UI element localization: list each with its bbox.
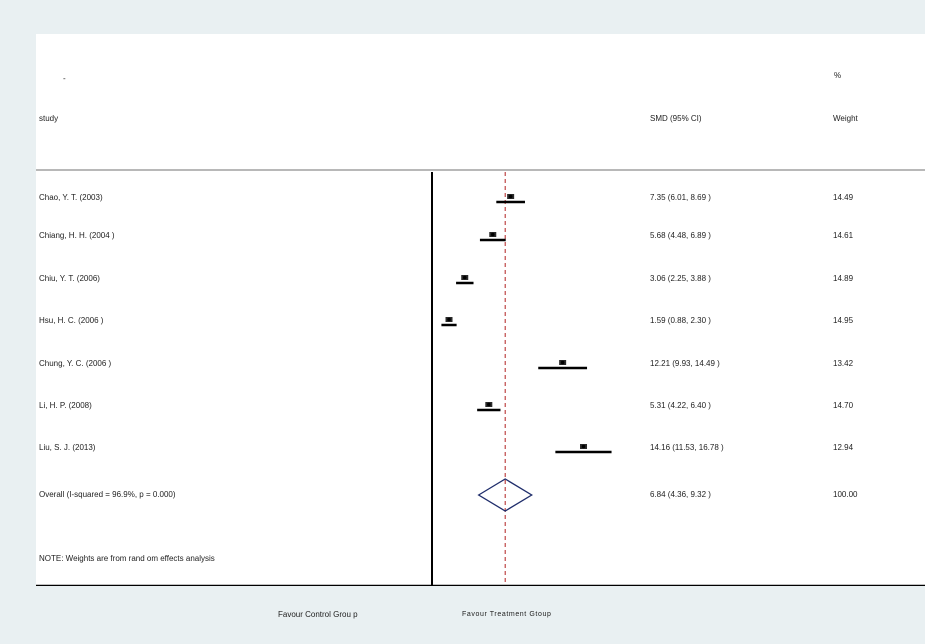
header-dash: - bbox=[63, 74, 66, 83]
forest-plot-panel: -20-15-10-505101520 - study SMD (95% CI)… bbox=[36, 34, 925, 586]
overall-ci-text: 6.84 (4.36, 9.32 ) bbox=[650, 490, 711, 499]
overall-weight: 100.00 bbox=[833, 490, 858, 499]
header-effect: SMD (95% CI) bbox=[650, 114, 702, 123]
study-ci-text: 1.59 (0.88, 2.30 ) bbox=[650, 316, 711, 325]
header-study: study bbox=[39, 114, 59, 123]
study-point bbox=[581, 444, 586, 449]
study-point bbox=[487, 402, 491, 407]
overall-diamond bbox=[477, 478, 533, 512]
study-ci-text: 12.21 (9.93, 14.49 ) bbox=[650, 359, 720, 368]
study-name: Chao, Y. T. (2003) bbox=[39, 193, 103, 202]
study-weight: 14.49 bbox=[833, 193, 854, 202]
study-ci-text: 14.16 (11.53, 16.78 ) bbox=[650, 443, 724, 452]
study-name: Chiang, H. H. (2004 ) bbox=[39, 231, 115, 240]
study-weight: 14.89 bbox=[833, 274, 854, 283]
overall-label: Overall (I-squared = 96.9%, p = 0.000) bbox=[39, 490, 176, 499]
study-weight: 14.61 bbox=[833, 231, 854, 240]
header-weight: Weight bbox=[833, 114, 858, 123]
footnote: NOTE: Weights are from rand om effects a… bbox=[39, 554, 215, 563]
study-point bbox=[560, 360, 565, 365]
study-weight: 14.95 bbox=[833, 316, 854, 325]
axis-left-label: Favour Control Grou p bbox=[278, 610, 358, 619]
study-name: Li, H. P. (2008) bbox=[39, 401, 92, 410]
study-ci-text: 5.68 (4.48, 6.89 ) bbox=[650, 231, 711, 240]
axis-right-label: Favour Treatment Gtoup bbox=[462, 611, 552, 618]
study-name: Chiu, Y. T. (2006) bbox=[39, 274, 100, 283]
study-ci-text: 5.31 (4.22, 6.40 ) bbox=[650, 401, 711, 410]
study-name: Liu, S. J. (2013) bbox=[39, 443, 96, 452]
study-point bbox=[490, 232, 495, 237]
study-name: Hsu, H. C. (2006 ) bbox=[39, 316, 104, 325]
study-point bbox=[447, 317, 451, 322]
header-weight-pct: % bbox=[834, 71, 842, 80]
study-point bbox=[508, 194, 513, 199]
study-ci-text: 3.06 (2.25, 3.88 ) bbox=[650, 274, 711, 283]
study-ci-text: 7.35 (6.01, 8.69 ) bbox=[650, 193, 711, 202]
forest-plot-svg: -20-15-10-505101520 bbox=[36, 169, 925, 586]
study-weight: 12.94 bbox=[833, 443, 854, 452]
study-name: Chung, Y. C. (2006 ) bbox=[39, 359, 112, 368]
study-weight: 14.70 bbox=[833, 401, 854, 410]
study-point bbox=[462, 275, 467, 280]
study-weight: 13.42 bbox=[833, 359, 854, 368]
